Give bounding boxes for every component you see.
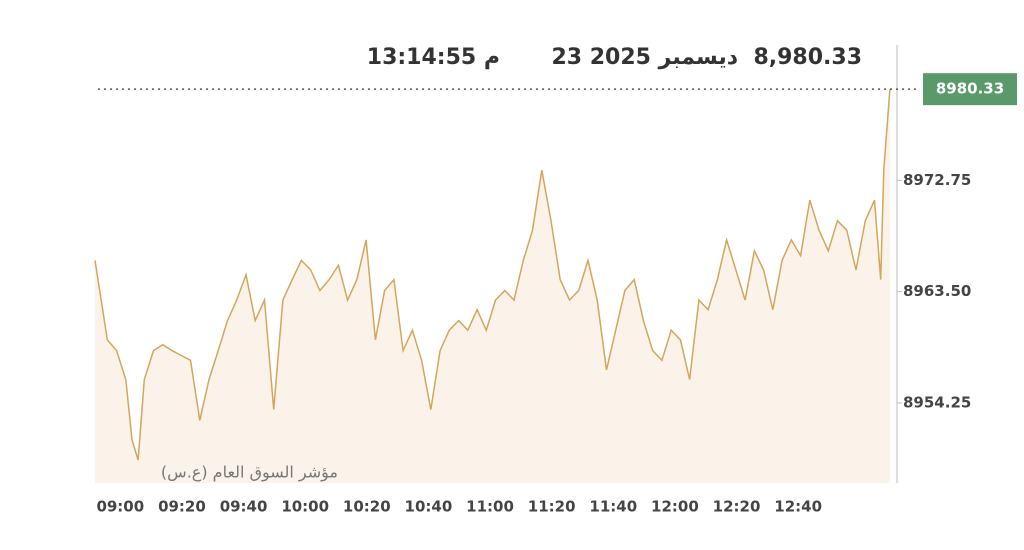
header-time: 13:14:55 م: [367, 45, 500, 70]
series-name: مؤشر السوق العام (ع.س): [161, 463, 338, 483]
x-tick-label: 12:40: [774, 498, 822, 516]
x-tick-label: 09:00: [96, 498, 144, 516]
x-tick-label: 11:40: [589, 498, 637, 516]
header-date: 23 ديسمبر 2025: [551, 45, 738, 70]
x-tick-label: 12:20: [713, 498, 761, 516]
last-value-badge: [923, 73, 1017, 106]
x-tick-label: 11:00: [466, 498, 514, 516]
y-tick-label: 8954.25: [903, 393, 971, 411]
last-value-label: 8980.33: [936, 80, 1004, 98]
y-tick-label: 8972.75: [903, 171, 971, 189]
x-tick-label: 09:20: [158, 498, 206, 516]
x-tick-label: 11:20: [528, 498, 576, 516]
line: [94, 89, 891, 461]
header-price: 8,980.33: [753, 45, 862, 70]
y-tick-label: 8963.50: [903, 282, 971, 300]
x-tick-label: 10:40: [405, 498, 453, 516]
x-tick-label: 10:00: [281, 498, 329, 516]
area: [95, 89, 890, 483]
x-tick-label: 10:20: [343, 498, 391, 516]
x-tick-label: 12:00: [651, 498, 699, 516]
x-tick-label: 09:40: [220, 498, 268, 516]
